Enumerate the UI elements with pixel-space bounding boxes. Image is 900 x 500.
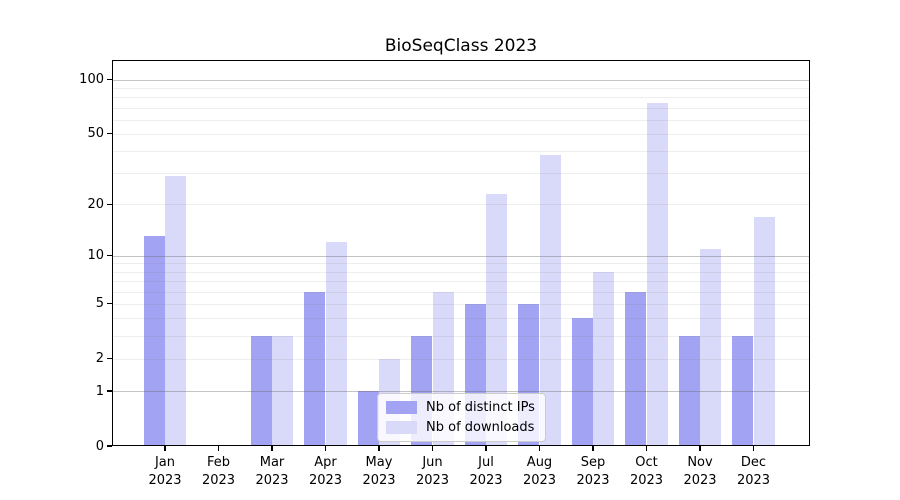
x-tick-label: Feb 2023 <box>201 455 236 488</box>
x-tick-mark <box>271 446 273 451</box>
x-tick-mark <box>752 446 755 451</box>
y-tick-mark <box>107 78 112 81</box>
y-tick-label: 20 <box>87 196 104 212</box>
legend-swatch-icon <box>386 401 417 414</box>
legend-item: Nb of downloads <box>386 420 535 435</box>
bar-mar-downloads <box>272 335 294 446</box>
plot-area <box>112 60 810 446</box>
x-tick-label: Jul 2023 <box>469 455 503 488</box>
minor-gridline <box>112 133 810 135</box>
legend-item: Nb of distinct IPs <box>386 400 535 415</box>
x-tick-mark <box>538 446 541 451</box>
x-tick-mark <box>164 446 166 451</box>
x-tick-label: Oct 2023 <box>629 455 664 488</box>
y-tick-label: 10 <box>87 248 104 264</box>
minor-gridline <box>112 107 810 109</box>
legend-swatch-icon <box>386 421 417 434</box>
x-tick-label: Dec 2023 <box>736 455 771 488</box>
x-tick-label: Jan 2023 <box>148 455 182 488</box>
x-tick-mark <box>485 446 487 451</box>
minor-gridline <box>112 151 810 153</box>
legend-label: Nb of downloads <box>426 420 535 435</box>
y-tick-label: 5 <box>95 296 104 312</box>
bar-apr-downloads <box>325 242 347 446</box>
y-tick-label: 50 <box>87 126 104 142</box>
bar-jul-downloads <box>486 193 508 446</box>
major-gridline <box>112 79 810 81</box>
x-tick-label: May 2023 <box>362 455 396 488</box>
y-tick-mark <box>107 203 112 205</box>
x-tick-label: Sep 2023 <box>576 455 610 488</box>
y-tick-label: 0 <box>95 438 104 454</box>
legend-label: Nb of distinct IPs <box>426 400 535 415</box>
bar-may-distinct-ips <box>357 391 379 446</box>
y-tick-mark <box>107 445 112 447</box>
bar-oct-downloads <box>646 103 668 446</box>
x-tick-mark <box>592 446 594 451</box>
bar-jan-downloads <box>165 175 187 446</box>
x-tick-mark <box>324 446 327 451</box>
y-tick-mark <box>107 358 112 360</box>
x-tick-mark <box>645 446 648 451</box>
legend: Nb of distinct IPs Nb of downloads <box>377 393 546 442</box>
y-tick-label: 100 <box>79 72 104 87</box>
minor-gridline <box>112 204 810 206</box>
bar-nov-distinct-ips <box>678 335 700 446</box>
y-tick-mark <box>107 133 112 135</box>
minor-gridline <box>112 173 810 175</box>
x-tick-label: Nov 2023 <box>683 455 717 488</box>
minor-gridline <box>112 97 810 98</box>
bar-dec-downloads <box>753 216 775 446</box>
chart-title: BioSeqClass 2023 <box>384 36 538 56</box>
bar-sep-distinct-ips <box>571 318 593 446</box>
bar-aug-downloads <box>539 155 561 446</box>
y-tick-mark <box>107 254 112 257</box>
x-tick-mark <box>378 446 380 451</box>
x-tick-label: Mar 2023 <box>255 455 289 488</box>
x-tick-mark <box>431 446 434 451</box>
bar-apr-distinct-ips <box>304 291 326 446</box>
y-tick-mark <box>107 390 112 392</box>
y-tick-label: 1 <box>95 383 104 399</box>
x-tick-label: Aug 2023 <box>522 455 557 488</box>
bar-oct-distinct-ips <box>625 291 647 446</box>
x-tick-mark <box>699 446 701 451</box>
bar-sep-downloads <box>593 271 615 446</box>
x-tick-label: Apr 2023 <box>308 455 343 488</box>
minor-gridline <box>112 119 810 121</box>
y-tick-label: 2 <box>95 351 104 367</box>
bar-mar-distinct-ips <box>250 335 272 446</box>
bar-jan-distinct-ips <box>143 236 165 446</box>
x-tick-label: Jun 2023 <box>415 455 450 488</box>
bar-dec-distinct-ips <box>732 335 754 446</box>
minor-gridline <box>112 87 810 89</box>
y-tick-mark <box>107 303 112 305</box>
bar-nov-downloads <box>700 248 722 446</box>
x-tick-mark <box>217 446 220 451</box>
